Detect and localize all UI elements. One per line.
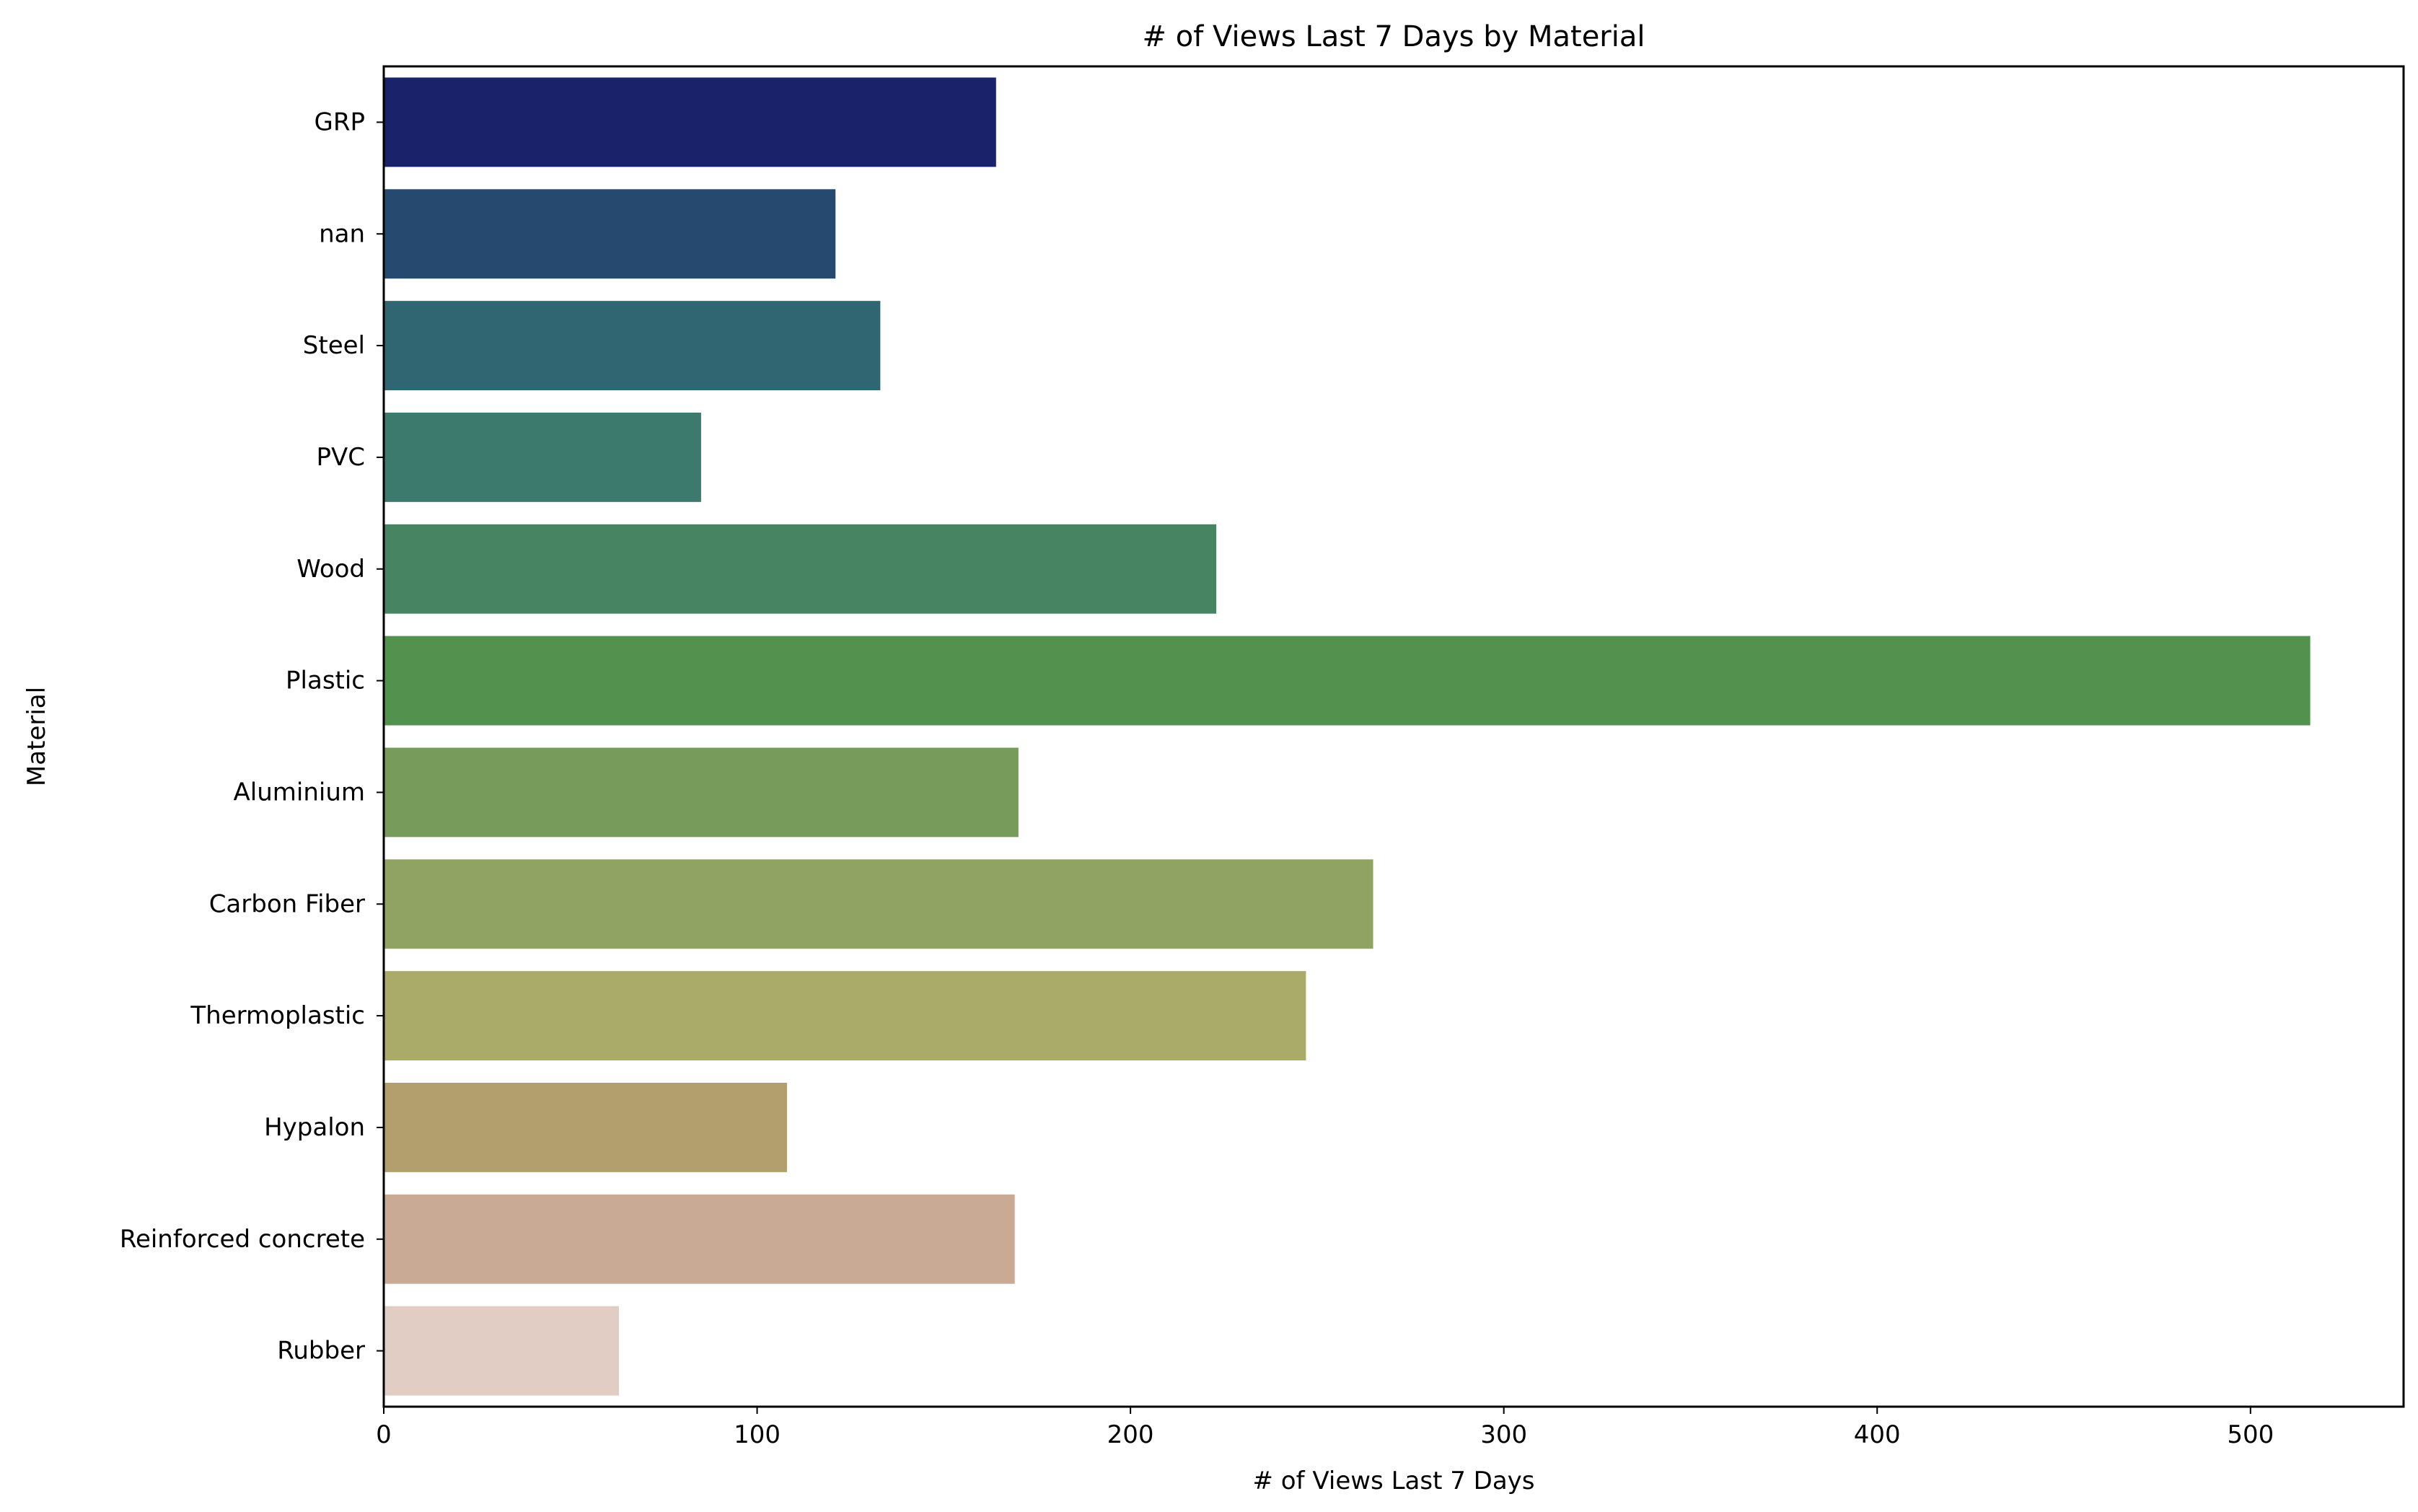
y-tick-label: Hypalon (264, 1113, 365, 1142)
bar-pvc (384, 412, 701, 502)
bar-rubber (384, 1306, 620, 1396)
x-tick-label: 200 (1107, 1420, 1154, 1449)
x-tick-label: 400 (1854, 1420, 1901, 1449)
bars-group (384, 77, 2311, 1396)
y-tick-label: Reinforced concrete (120, 1225, 365, 1254)
x-axis-ticks: 0 100 200 300 400 500 (376, 1407, 2274, 1449)
bar-thermoplastic (384, 971, 1306, 1061)
chart-title: # of Views Last 7 Days by Material (1143, 20, 1645, 53)
y-tick-label: Steel (303, 331, 365, 360)
x-tick-label: 0 (376, 1420, 392, 1449)
y-axis-label: Material (22, 687, 51, 786)
x-axis-label: # of Views Last 7 Days (1253, 1467, 1535, 1495)
y-axis-ticks: GRP nan Steel PVC Wood Plastic Aluminium Carbon… (120, 107, 384, 1366)
bar-plastic (384, 636, 2311, 726)
x-tick-label: 300 (1480, 1420, 1527, 1449)
plot-frame (382, 65, 2405, 1408)
y-tick-label: PVC (316, 443, 365, 472)
y-tick-label: Plastic (286, 667, 365, 695)
bar-carbon-fiber (384, 859, 1373, 949)
bar-wood (384, 524, 1217, 614)
y-tick-label: Rubber (277, 1337, 365, 1366)
y-tick-label: Aluminium (234, 778, 365, 806)
bar-reinforced-concrete (384, 1194, 1015, 1284)
y-tick-label: Thermoplastic (190, 1001, 365, 1030)
y-tick-label: nan (319, 219, 365, 248)
y-tick-label: Wood (296, 555, 365, 584)
y-tick-label: GRP (315, 107, 365, 136)
y-tick-label: Carbon Fiber (209, 889, 365, 918)
bar-aluminium (384, 747, 1019, 838)
bar-steel (384, 301, 881, 391)
x-tick-label: 100 (734, 1420, 781, 1449)
bar-nan (384, 189, 836, 279)
x-tick-label: 500 (2227, 1420, 2274, 1449)
bar-hypalon (384, 1082, 787, 1172)
bar-grp (384, 77, 996, 167)
